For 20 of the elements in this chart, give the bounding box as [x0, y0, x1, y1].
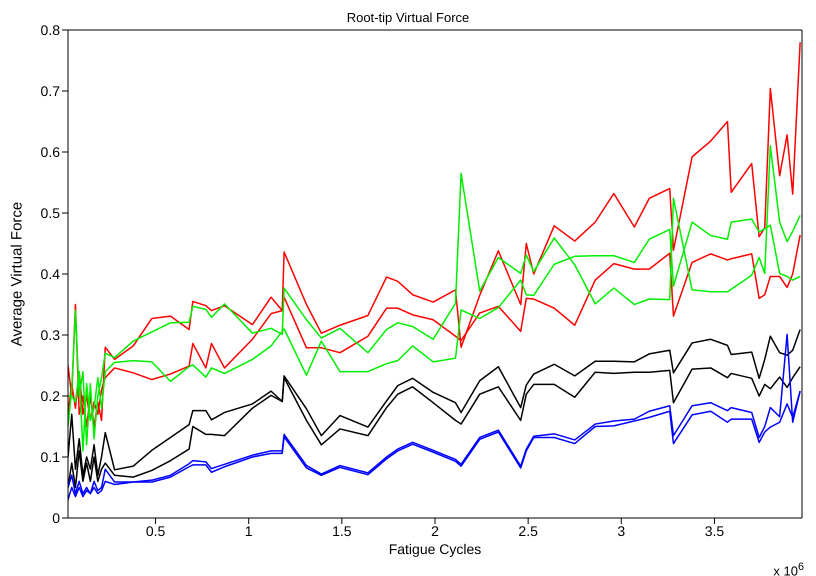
text: x 10$^{6}$ [773, 560, 804, 576]
x-tick-label: 1.5 [332, 522, 352, 539]
x-tick-label: 0.5 [146, 522, 166, 539]
y-tick-label: 0.3 [40, 326, 60, 343]
y-axis-title: Average Virtual Force [8, 202, 26, 346]
y-tick-label: 0.2 [40, 388, 60, 404]
y-tick-label: 0.6 [40, 144, 60, 160]
x-tick-label: 3.5 [704, 522, 724, 539]
y-tick-label: 0.7 [40, 82, 60, 99]
y-tick-label: 0 [52, 510, 60, 526]
x-tick-label: 3 [617, 522, 626, 539]
chart-title: Root-tip Virtual Force [346, 10, 470, 25]
x-tick-label: 2.5 [518, 522, 538, 539]
y-tick-label: 0.4 [40, 266, 60, 282]
y-tick-label: 0.1 [40, 448, 60, 465]
y-tick-label: 0.5 [40, 204, 60, 221]
x-tick-label: 2 [431, 522, 440, 539]
y-tick-label: 0.8 [40, 22, 60, 38]
x-tick-label: 1 [244, 522, 253, 539]
x-axis-title: Fatigue Cycles [388, 541, 482, 557]
